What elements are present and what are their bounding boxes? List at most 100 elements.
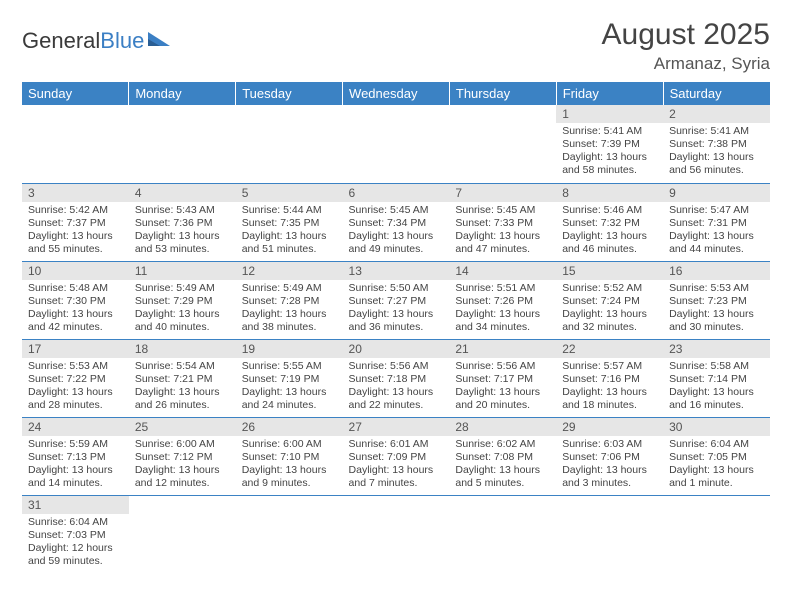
cell-body: Sunrise: 5:45 AMSunset: 7:34 PMDaylight:… xyxy=(343,202,450,261)
sunrise-text: Sunrise: 5:54 AM xyxy=(135,360,230,373)
sunset-text: Sunset: 7:17 PM xyxy=(455,373,550,386)
location: Armanaz, Syria xyxy=(602,54,770,74)
cell-body: Sunrise: 5:49 AMSunset: 7:29 PMDaylight:… xyxy=(129,280,236,339)
calendar-cell xyxy=(129,105,236,183)
header: GeneralBlue August 2025 Armanaz, Syria xyxy=(22,18,770,74)
sunset-text: Sunset: 7:31 PM xyxy=(669,217,764,230)
cell-body: Sunrise: 6:04 AMSunset: 7:03 PMDaylight:… xyxy=(22,514,129,573)
calendar-cell: 30Sunrise: 6:04 AMSunset: 7:05 PMDayligh… xyxy=(663,417,770,495)
daylight-text: Daylight: 13 hours and 30 minutes. xyxy=(669,308,764,334)
logo: GeneralBlue xyxy=(22,28,174,54)
day-number: 17 xyxy=(22,340,129,358)
col-tuesday: Tuesday xyxy=(236,82,343,105)
sunrise-text: Sunrise: 5:58 AM xyxy=(669,360,764,373)
calendar-cell: 24Sunrise: 5:59 AMSunset: 7:13 PMDayligh… xyxy=(22,417,129,495)
sunset-text: Sunset: 7:21 PM xyxy=(135,373,230,386)
cell-body: Sunrise: 6:03 AMSunset: 7:06 PMDaylight:… xyxy=(556,436,663,495)
daylight-text: Daylight: 13 hours and 46 minutes. xyxy=(562,230,657,256)
sunset-text: Sunset: 7:08 PM xyxy=(455,451,550,464)
sunrise-text: Sunrise: 5:51 AM xyxy=(455,282,550,295)
sunrise-text: Sunrise: 5:48 AM xyxy=(28,282,123,295)
calendar-cell xyxy=(343,105,450,183)
day-number: 25 xyxy=(129,418,236,436)
sunrise-text: Sunrise: 5:45 AM xyxy=(349,204,444,217)
cell-body: Sunrise: 5:43 AMSunset: 7:36 PMDaylight:… xyxy=(129,202,236,261)
daylight-text: Daylight: 13 hours and 32 minutes. xyxy=(562,308,657,334)
sunrise-text: Sunrise: 6:04 AM xyxy=(28,516,123,529)
month-title: August 2025 xyxy=(602,18,770,52)
sunset-text: Sunset: 7:12 PM xyxy=(135,451,230,464)
sunrise-text: Sunrise: 5:53 AM xyxy=(669,282,764,295)
cell-body: Sunrise: 5:49 AMSunset: 7:28 PMDaylight:… xyxy=(236,280,343,339)
sunrise-text: Sunrise: 6:01 AM xyxy=(349,438,444,451)
calendar-cell xyxy=(449,105,556,183)
calendar-cell xyxy=(556,495,663,573)
day-number: 3 xyxy=(22,184,129,202)
daylight-text: Daylight: 13 hours and 9 minutes. xyxy=(242,464,337,490)
sunset-text: Sunset: 7:35 PM xyxy=(242,217,337,230)
calendar-cell: 17Sunrise: 5:53 AMSunset: 7:22 PMDayligh… xyxy=(22,339,129,417)
calendar-cell: 25Sunrise: 6:00 AMSunset: 7:12 PMDayligh… xyxy=(129,417,236,495)
day-number: 19 xyxy=(236,340,343,358)
sunrise-text: Sunrise: 6:03 AM xyxy=(562,438,657,451)
calendar-cell: 3Sunrise: 5:42 AMSunset: 7:37 PMDaylight… xyxy=(22,183,129,261)
cell-body: Sunrise: 5:52 AMSunset: 7:24 PMDaylight:… xyxy=(556,280,663,339)
sunset-text: Sunset: 7:06 PM xyxy=(562,451,657,464)
daylight-text: Daylight: 13 hours and 56 minutes. xyxy=(669,151,764,177)
col-friday: Friday xyxy=(556,82,663,105)
day-number: 6 xyxy=(343,184,450,202)
cell-body: Sunrise: 5:41 AMSunset: 7:39 PMDaylight:… xyxy=(556,123,663,182)
sunrise-text: Sunrise: 6:04 AM xyxy=(669,438,764,451)
sunset-text: Sunset: 7:37 PM xyxy=(28,217,123,230)
sunrise-text: Sunrise: 5:44 AM xyxy=(242,204,337,217)
day-number: 5 xyxy=(236,184,343,202)
cell-body: Sunrise: 5:44 AMSunset: 7:35 PMDaylight:… xyxy=(236,202,343,261)
daylight-text: Daylight: 13 hours and 14 minutes. xyxy=(28,464,123,490)
day-number: 12 xyxy=(236,262,343,280)
day-number xyxy=(236,105,343,123)
col-saturday: Saturday xyxy=(663,82,770,105)
day-number: 22 xyxy=(556,340,663,358)
day-number: 15 xyxy=(556,262,663,280)
cell-body xyxy=(129,514,236,520)
day-number: 26 xyxy=(236,418,343,436)
calendar-cell: 14Sunrise: 5:51 AMSunset: 7:26 PMDayligh… xyxy=(449,261,556,339)
day-number: 20 xyxy=(343,340,450,358)
sunrise-text: Sunrise: 6:00 AM xyxy=(242,438,337,451)
cell-body xyxy=(449,514,556,520)
day-number: 8 xyxy=(556,184,663,202)
day-number xyxy=(129,105,236,123)
daylight-text: Daylight: 13 hours and 12 minutes. xyxy=(135,464,230,490)
day-number: 29 xyxy=(556,418,663,436)
cell-body xyxy=(236,123,343,129)
daylight-text: Daylight: 13 hours and 42 minutes. xyxy=(28,308,123,334)
sunrise-text: Sunrise: 5:45 AM xyxy=(455,204,550,217)
cell-body: Sunrise: 6:01 AMSunset: 7:09 PMDaylight:… xyxy=(343,436,450,495)
calendar-cell xyxy=(343,495,450,573)
day-number: 9 xyxy=(663,184,770,202)
day-number xyxy=(556,496,663,514)
daylight-text: Daylight: 13 hours and 20 minutes. xyxy=(455,386,550,412)
day-number: 21 xyxy=(449,340,556,358)
calendar-cell: 11Sunrise: 5:49 AMSunset: 7:29 PMDayligh… xyxy=(129,261,236,339)
calendar-cell xyxy=(663,495,770,573)
col-monday: Monday xyxy=(129,82,236,105)
cell-body: Sunrise: 6:02 AMSunset: 7:08 PMDaylight:… xyxy=(449,436,556,495)
daylight-text: Daylight: 13 hours and 49 minutes. xyxy=(349,230,444,256)
sunrise-text: Sunrise: 5:49 AM xyxy=(135,282,230,295)
day-number: 30 xyxy=(663,418,770,436)
day-number: 7 xyxy=(449,184,556,202)
daylight-text: Daylight: 13 hours and 22 minutes. xyxy=(349,386,444,412)
calendar-cell: 29Sunrise: 6:03 AMSunset: 7:06 PMDayligh… xyxy=(556,417,663,495)
calendar-cell: 10Sunrise: 5:48 AMSunset: 7:30 PMDayligh… xyxy=(22,261,129,339)
cell-body: Sunrise: 5:50 AMSunset: 7:27 PMDaylight:… xyxy=(343,280,450,339)
sunrise-text: Sunrise: 5:53 AM xyxy=(28,360,123,373)
calendar-cell: 15Sunrise: 5:52 AMSunset: 7:24 PMDayligh… xyxy=(556,261,663,339)
calendar-cell: 8Sunrise: 5:46 AMSunset: 7:32 PMDaylight… xyxy=(556,183,663,261)
sunrise-text: Sunrise: 6:02 AM xyxy=(455,438,550,451)
sunset-text: Sunset: 7:14 PM xyxy=(669,373,764,386)
calendar-body: 1Sunrise: 5:41 AMSunset: 7:39 PMDaylight… xyxy=(22,105,770,573)
daylight-text: Daylight: 13 hours and 47 minutes. xyxy=(455,230,550,256)
calendar-row: 31Sunrise: 6:04 AMSunset: 7:03 PMDayligh… xyxy=(22,495,770,573)
col-thursday: Thursday xyxy=(449,82,556,105)
